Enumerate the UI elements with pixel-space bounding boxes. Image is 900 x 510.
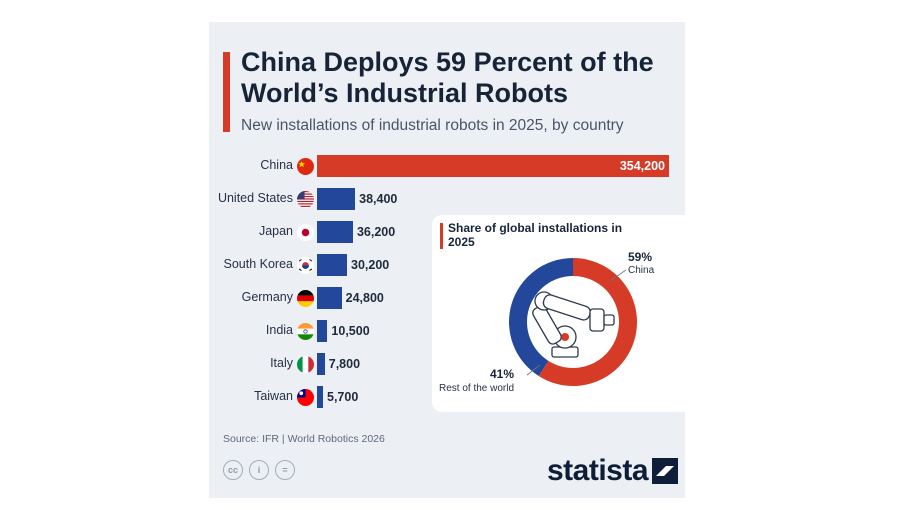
china-share-label: China	[628, 265, 655, 276]
data-label: 36,200	[356, 225, 396, 239]
bar-row: India 10,500	[209, 320, 685, 342]
robot-arm-icon	[532, 291, 615, 358]
share-title: Share of global installations in 2025	[448, 221, 623, 249]
data-label: 30,200	[351, 258, 390, 272]
category-label: United States	[217, 191, 293, 205]
donut-slice	[509, 258, 573, 377]
license-icons: cc i =	[223, 460, 295, 480]
category-label: Italy	[270, 356, 293, 370]
category-label: South Korea	[223, 257, 294, 271]
statista-mark-icon	[652, 458, 679, 484]
bar-row: Germany 24,800	[209, 287, 685, 309]
cc-icon[interactable]: cc	[223, 460, 243, 480]
flag-taiwan-icon	[297, 389, 314, 406]
no-derivatives-icon[interactable]: =	[275, 460, 295, 480]
statista-logo[interactable]: statista	[547, 454, 679, 488]
title-accent-bar	[223, 52, 230, 132]
bar-row: South Korea 30,200	[209, 254, 685, 276]
bar	[317, 155, 669, 177]
bar	[317, 386, 323, 408]
rest-share-value: 41%	[490, 367, 515, 381]
flag-italy-icon	[297, 356, 314, 373]
donut-chart	[509, 258, 637, 386]
data-label: 38,400	[359, 192, 398, 206]
flag-china-icon	[297, 158, 314, 175]
data-label: 24,800	[345, 291, 384, 305]
data-label: 10,500	[331, 324, 370, 338]
data-label: 5,700	[327, 390, 359, 404]
china-share-value: 59%	[628, 250, 653, 264]
infographic-card: China Deploys 59 Percent of the World’s …	[209, 22, 685, 498]
bar	[317, 287, 342, 309]
share-panel: Share of global installations in 2025 59…	[432, 215, 685, 412]
source-note: Source: IFR | World Robotics 2026	[223, 433, 385, 445]
chart-title: China Deploys 59 Percent of the World’s …	[241, 47, 654, 108]
attribution-icon[interactable]: i	[249, 460, 269, 480]
bar-row: China 354,200	[209, 155, 685, 177]
category-label: China	[260, 158, 293, 172]
bar	[317, 221, 353, 243]
bar-row: Japan 36,200	[209, 221, 685, 243]
category-label: India	[265, 323, 293, 337]
bar	[317, 320, 328, 342]
data-label: 354,200	[619, 159, 665, 173]
bar	[317, 188, 356, 210]
logo-text: statista	[547, 454, 649, 487]
bar	[317, 254, 347, 276]
leader-line	[526, 364, 541, 376]
flag-germany-icon	[297, 290, 314, 307]
data-label: 7,800	[328, 357, 361, 371]
bar-row: Italy 7,800	[209, 353, 685, 375]
rest-share-label: Rest of the world	[439, 383, 515, 394]
bar-row: Taiwan 5,700	[209, 386, 685, 408]
flag-us-icon	[297, 191, 314, 208]
donut-slice	[538, 258, 637, 386]
category-label: Japan	[258, 224, 293, 238]
category-label: Germany	[241, 290, 293, 304]
flag-japan-icon	[297, 224, 314, 241]
bar	[317, 353, 325, 375]
chart-subtitle: New installations of industrial robots i…	[241, 117, 624, 134]
leader-line	[609, 269, 627, 282]
flag-south-korea-icon	[297, 257, 314, 274]
flag-india-icon	[297, 323, 314, 340]
share-title-accent	[440, 223, 443, 249]
bar-row: United States 38,400	[209, 188, 685, 210]
category-label: Taiwan	[254, 389, 293, 403]
